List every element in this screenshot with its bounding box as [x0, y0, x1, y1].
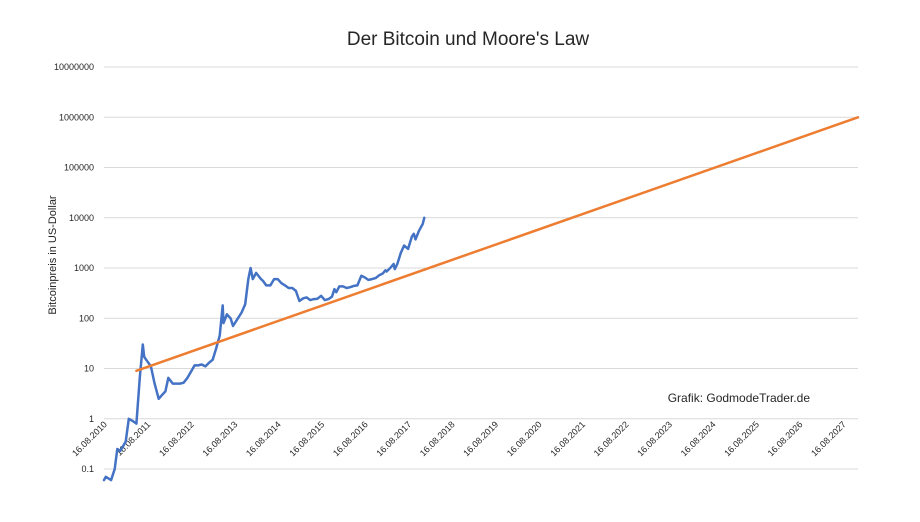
x-tick-label: 16.08.2013: [201, 419, 240, 458]
x-tick-label: 16.08.2018: [418, 419, 457, 458]
x-tick-label: 16.08.2014: [244, 419, 283, 458]
x-tick-label: 16.08.2017: [374, 419, 413, 458]
series-line-2: [135, 116, 860, 373]
y-tick-label: 1000: [74, 263, 94, 273]
x-tick-label: 16.08.2025: [722, 419, 761, 458]
y-tick-label: 1: [89, 414, 94, 424]
y-tick-label: 10000: [69, 213, 94, 223]
chart-title: Der Bitcoin und Moore's Law: [347, 29, 590, 50]
x-tick-label: 16.08.2010: [70, 419, 109, 458]
x-tick-label: 16.08.2024: [679, 419, 718, 458]
y-tick-label: 100000: [64, 163, 94, 173]
y-tick-label: 10: [84, 364, 94, 374]
y-tick-label: 10000000: [54, 62, 94, 72]
x-tick-label: 16.08.2012: [157, 419, 196, 458]
source-annotation: Grafik: GodmodeTrader.de: [668, 391, 811, 405]
y-axis-label: Bitcoinpreis in US-Dollar: [47, 195, 59, 315]
y-tick-label: 0.1: [81, 464, 94, 474]
x-tick-label: 16.08.2027: [809, 419, 848, 458]
x-tick-label: 16.08.2026: [766, 419, 805, 458]
x-tick-label: 16.08.2020: [505, 419, 544, 458]
x-tick-label: 16.08.2019: [461, 419, 500, 458]
series-line-1: [102, 216, 426, 482]
y-tick-label: 1000000: [59, 112, 94, 122]
y-tick-label: 100: [79, 313, 94, 323]
x-tick-label: 16.08.2015: [287, 419, 326, 458]
x-tick-label: 16.08.2023: [635, 419, 674, 458]
x-tick-label: 16.08.2011: [114, 419, 152, 457]
x-tick-label: 16.08.2016: [331, 419, 370, 458]
x-tick-label: 16.08.2022: [592, 419, 631, 458]
x-tick-label: 16.08.2021: [548, 419, 587, 458]
